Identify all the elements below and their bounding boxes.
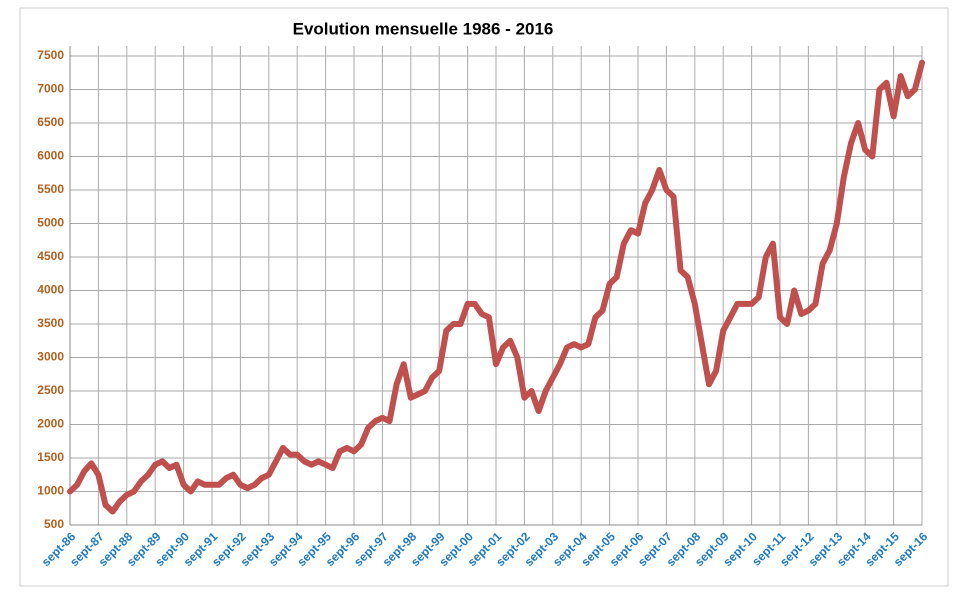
y-tick-label: 7000 <box>37 82 64 96</box>
y-tick-label: 7500 <box>37 48 64 62</box>
y-tick-label: 5500 <box>37 182 64 196</box>
y-tick-label: 500 <box>44 517 64 531</box>
y-tick-label: 1000 <box>37 484 64 498</box>
y-tick-label: 2500 <box>37 383 64 397</box>
line <box>67 59 925 515</box>
y-tick-label: 4000 <box>37 283 64 297</box>
y-tick-label: 6500 <box>37 115 64 129</box>
y-tick-label: 6000 <box>37 149 64 163</box>
y-tick-label: 1500 <box>37 450 64 464</box>
y-tick-label: 2000 <box>37 417 64 431</box>
y-tick-label: 3000 <box>37 350 64 364</box>
y-tick-label: 4500 <box>37 249 64 263</box>
y-tick-label: 3500 <box>37 316 64 330</box>
y-tick-label: 5000 <box>37 216 64 230</box>
chart-title: Evolution mensuelle 1986 - 2016 <box>293 19 554 38</box>
chart-frame <box>19 7 949 587</box>
